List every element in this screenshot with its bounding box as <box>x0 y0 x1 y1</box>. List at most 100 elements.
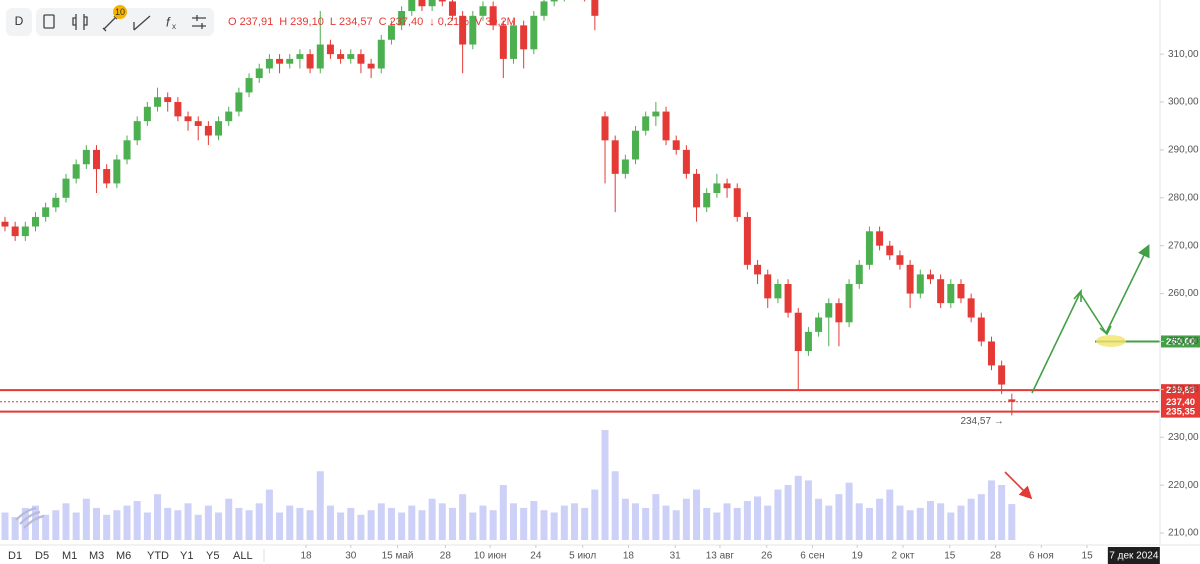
candle-body <box>835 303 843 323</box>
candle-body <box>632 130 640 160</box>
candle-body <box>886 245 894 256</box>
volume-bar <box>794 475 802 540</box>
x-tick-label: 2 окт <box>892 551 915 562</box>
candle-body <box>72 164 80 179</box>
candle-type-icon[interactable] <box>72 14 88 30</box>
badge-count: 10 <box>115 7 125 17</box>
candle-body <box>245 78 253 93</box>
candle-body <box>509 25 517 59</box>
volume-bar <box>1 512 9 540</box>
volume-bar <box>387 507 395 540</box>
period-button[interactable]: D5 <box>35 550 49 562</box>
volume-bar <box>855 503 863 540</box>
candle-body <box>855 264 863 284</box>
y-tick-label: 310,00 <box>1168 49 1199 60</box>
candle-body <box>306 54 314 69</box>
ohlc-value: 237,40 <box>390 16 424 28</box>
volume-bar <box>154 494 162 540</box>
x-tick-label: 10 июн <box>474 551 507 562</box>
period-button[interactable]: Y5 <box>206 550 219 562</box>
y-tick-label: 280,00 <box>1168 192 1199 203</box>
volume-bar <box>235 507 243 540</box>
candle-body <box>621 159 629 174</box>
period-button[interactable]: D1 <box>8 550 22 562</box>
line-icon[interactable] <box>133 15 151 31</box>
candle-body <box>235 92 243 112</box>
volume-bar <box>123 505 131 540</box>
timeframe-button[interactable] <box>6 8 32 36</box>
candle-body <box>143 106 151 122</box>
volume-bar <box>621 498 629 540</box>
volume-bar <box>367 510 375 540</box>
volume-bar <box>133 501 141 540</box>
candle-body <box>31 216 39 227</box>
candle-body <box>1008 399 1016 402</box>
period-button[interactable]: M3 <box>89 550 104 562</box>
period-button[interactable]: YTD <box>147 550 169 562</box>
volume-bar <box>377 503 385 540</box>
volume-bar <box>530 501 538 540</box>
period-button[interactable]: M6 <box>116 550 131 562</box>
volume-bar <box>754 496 762 540</box>
price-level-tag <box>1161 384 1200 397</box>
candle-body <box>784 283 792 313</box>
indicator-icon[interactable] <box>43 14 55 29</box>
candle-body <box>347 54 355 59</box>
period-button[interactable]: M1 <box>62 550 77 562</box>
candle-body <box>642 116 650 131</box>
y-tick-label: 210,00 <box>1168 528 1199 539</box>
ohlc-value: 237,91 <box>240 16 274 28</box>
price-level-label: 235,35 <box>1166 407 1196 418</box>
volume-bar <box>438 503 446 540</box>
candle-body <box>916 274 924 294</box>
ohlc-key: H <box>279 16 287 28</box>
volume-bar <box>560 505 568 540</box>
volume-bar <box>194 514 202 540</box>
candle-body <box>448 1 456 16</box>
candle-body <box>276 58 284 64</box>
ohlc-value: 239,10 <box>290 16 324 28</box>
settings-icon[interactable] <box>192 15 206 29</box>
volume-bar <box>703 507 711 540</box>
candle-body <box>733 188 741 217</box>
candle-body <box>754 264 762 275</box>
period-button[interactable]: Y1 <box>180 550 193 562</box>
candle-body <box>723 183 731 189</box>
candle-body <box>164 97 172 103</box>
draw-icon[interactable] <box>102 15 118 32</box>
volume-bar <box>326 505 334 540</box>
fx-icon[interactable]: f <box>166 14 171 29</box>
candle-body <box>499 25 507 59</box>
candle-body <box>479 6 487 16</box>
y-tick-label: 220,00 <box>1168 480 1199 491</box>
candle-body <box>194 121 202 126</box>
volume-bar <box>733 507 741 540</box>
candle-body <box>957 283 965 299</box>
candle-body <box>469 15 477 45</box>
volume-bar <box>418 510 426 540</box>
candle-body <box>113 159 121 184</box>
ohlc-value: 0,21% <box>438 16 469 28</box>
candle-body <box>459 15 467 45</box>
ohlc-key: O <box>228 16 237 28</box>
volume-bar <box>784 485 792 540</box>
ohlc-key: L <box>330 16 336 28</box>
price-level-tag <box>1161 395 1200 408</box>
volume-bar <box>642 507 650 540</box>
volume-bar <box>1008 504 1016 540</box>
volume-bar <box>662 505 670 540</box>
volume-bar <box>998 485 1006 540</box>
volume-bar <box>499 485 507 540</box>
period-button[interactable]: ALL <box>233 550 253 562</box>
volume-bar <box>93 507 101 540</box>
candle-body <box>876 231 884 246</box>
forecast-path <box>1031 244 1150 394</box>
volume-bar <box>825 505 833 540</box>
candle-body <box>11 226 19 237</box>
volume-bar <box>296 507 304 540</box>
volume-bar <box>743 501 751 540</box>
candle-body <box>896 255 904 265</box>
candle-body <box>774 283 782 299</box>
volume-bar <box>764 505 772 540</box>
